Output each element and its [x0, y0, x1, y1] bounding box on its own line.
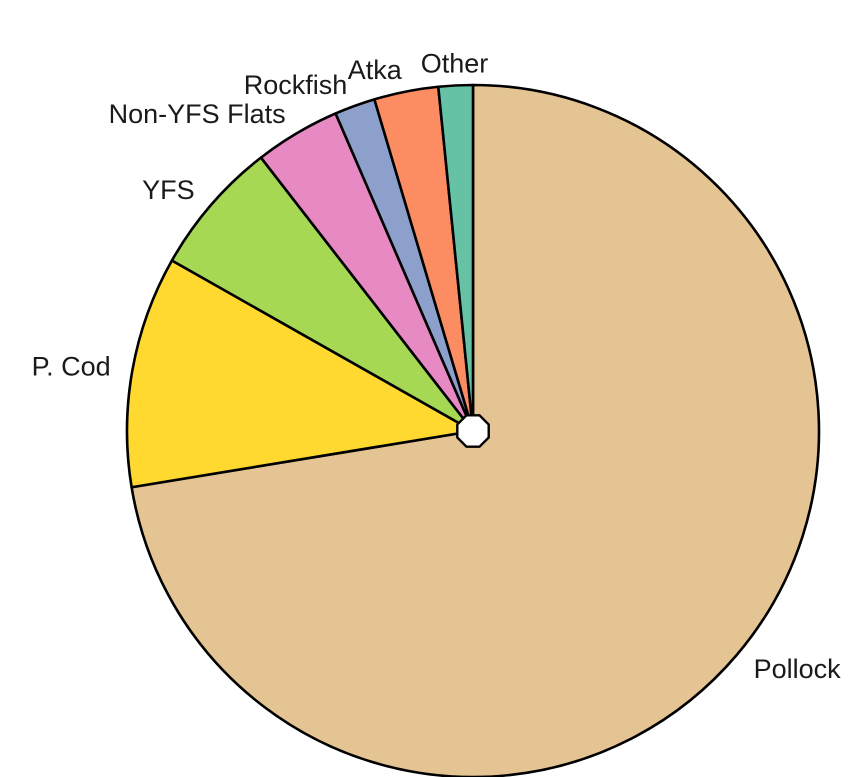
labels-layer: Pollock P. Cod YFS Non-YFS FlatsRockfishAtk… — [32, 48, 841, 684]
pie-slice-p-cod — [125, 259, 475, 489]
pie-label-atka: Atka — [348, 55, 403, 85]
pie-label-rockfish: Rockfish — [244, 70, 348, 100]
pie-label-p-cod: P. Cod — [32, 352, 111, 382]
pie-slice-yfs — [170, 156, 475, 433]
pie-label-non-yfs-flats: Non-YFS Flats — [109, 99, 286, 129]
center-hole — [456, 414, 490, 448]
pie-label-pollock: Pollock — [754, 654, 842, 684]
pie-label-other: Other — [421, 48, 489, 78]
pie-slice-other — [436, 83, 475, 433]
pie-label-yfs: YFS — [142, 175, 195, 205]
